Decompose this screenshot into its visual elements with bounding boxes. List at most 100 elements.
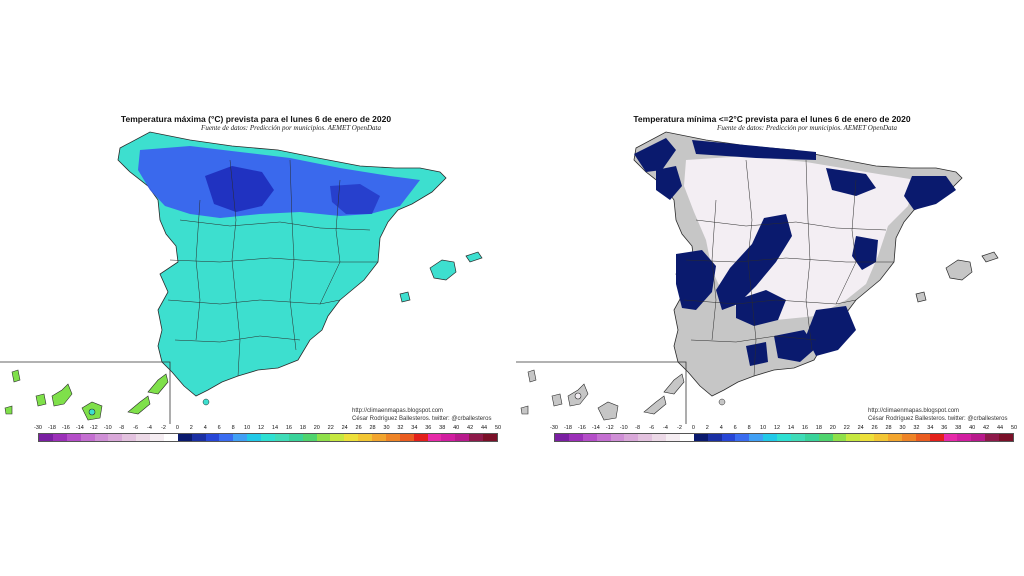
scale-tick-label: 18 — [815, 425, 822, 431]
scale-tick-label: -6 — [133, 425, 139, 431]
scale-swatch — [302, 434, 317, 441]
scale-swatch — [39, 434, 53, 441]
scale-tick-label: -12 — [605, 425, 614, 431]
scale-swatch — [929, 434, 944, 441]
max-map-title: Temperatura máxima (°C) prevista para el… — [120, 114, 392, 124]
canary-islands — [4, 369, 169, 421]
scale-swatch — [790, 434, 805, 441]
max-temp-map — [0, 131, 483, 424]
scale-swatch — [191, 434, 206, 441]
canarias-inset-frame — [516, 361, 687, 424]
scale-tick-label: 10 — [244, 425, 251, 431]
scale-tick-label: 32 — [397, 425, 404, 431]
scale-tick-label: 26 — [871, 425, 878, 431]
scale-tick-label: 36 — [941, 425, 948, 431]
balearic-mallorca — [429, 259, 457, 281]
scale-tick-label: 20 — [829, 425, 836, 431]
scale-tick-label: 26 — [355, 425, 362, 431]
scale-tick-label: -6 — [649, 425, 655, 431]
scale-swatch — [455, 434, 470, 441]
scale-tick-label: -12 — [89, 425, 98, 431]
scale-swatch — [693, 434, 708, 441]
scale-tick-label: 2 — [189, 425, 193, 431]
scale-tick-label: 24 — [857, 425, 864, 431]
scale-swatch — [582, 434, 597, 441]
scale-tick-label: 44 — [996, 425, 1004, 431]
scale-swatch — [568, 434, 583, 441]
scale-swatch — [150, 434, 164, 441]
scale-tick-label: 32 — [913, 425, 920, 431]
scale-swatch — [860, 434, 875, 441]
scale-swatch — [707, 434, 722, 441]
scale-swatch — [915, 434, 930, 441]
scale-swatch — [413, 434, 428, 441]
scale-swatch — [666, 434, 680, 441]
min-credit-author: César Rodríguez Ballesteros. twitter: @c… — [868, 416, 1008, 422]
scale-swatch — [136, 434, 150, 441]
scale-tick-label: 34 — [411, 425, 418, 431]
scale-labels: -30 -18 -16 -14 -12 -10 -8 -6 -4 -2 0 2 4 6 8 10 12 14 16 1… — [550, 425, 1017, 433]
balearic-ibiza — [915, 291, 927, 303]
min-temp-map — [516, 131, 999, 424]
scale-swatch — [901, 434, 916, 441]
scale-tick-label: 12 — [257, 425, 265, 431]
scale-tick-label: 6 — [217, 425, 221, 431]
scale-tick-label: 8 — [747, 425, 751, 431]
min-color-scale: -30 -18 -16 -14 -12 -10 -8 -6 -4 -2 0 2 4 6 8 10 12 14 16 1… — [550, 425, 1017, 442]
scale-tick-label: -4 — [147, 425, 152, 431]
scale-swatch — [94, 434, 109, 441]
coldest-zone — [205, 166, 274, 212]
scale-tick-label: -18 — [47, 425, 56, 431]
scale-tick-label: 0 — [691, 425, 695, 431]
scale-tick-label: 14 — [787, 425, 795, 431]
scale-swatch — [555, 434, 569, 441]
scale-swatch — [66, 434, 81, 441]
scale-swatch — [652, 434, 666, 441]
scale-swatch — [763, 434, 777, 441]
scale-tick-label: -2 — [677, 425, 682, 431]
min-credit-url: http://climaenmapas.blogspot.com — [868, 408, 960, 414]
canarias-inset-frame — [0, 361, 171, 424]
scale-tick-label: 42 — [467, 425, 474, 431]
balearic-menorca — [981, 251, 999, 263]
scale-tick-label: 0 — [175, 425, 179, 431]
scale-tick-label: 4 — [719, 425, 723, 431]
cold-zone-east — [330, 184, 380, 214]
scale-swatch — [735, 434, 750, 441]
scale-tick-label: 16 — [285, 425, 292, 431]
frost-zones — [634, 138, 956, 366]
scale-swatch — [441, 434, 456, 441]
scale-tick-label: -14 — [75, 425, 84, 431]
scale-swatch — [679, 434, 694, 441]
scale-swatch — [832, 434, 847, 441]
scale-swatch — [219, 434, 234, 441]
scale-tick-label: -4 — [663, 425, 668, 431]
scale-tick-label: 4 — [203, 425, 207, 431]
max-map-source: Fuente de datos: Predicción por municipi… — [201, 124, 381, 132]
ceuta — [718, 398, 726, 406]
scale-swatch — [385, 434, 400, 441]
max-temp-panel: Temperatura máxima (°C) prevista para el… — [0, 114, 502, 442]
scale-swatch — [122, 434, 137, 441]
scale-swatch — [596, 434, 611, 441]
scale-swatch — [344, 434, 359, 441]
scale-swatch — [372, 434, 386, 441]
scale-swatch — [358, 434, 372, 441]
scale-swatch — [274, 434, 289, 441]
scale-tick-label: -16 — [577, 425, 586, 431]
scale-swatch — [399, 434, 414, 441]
scale-swatch — [80, 434, 95, 441]
scale-swatch — [261, 434, 275, 441]
scale-swatch — [177, 434, 192, 441]
scale-tick-label: 12 — [773, 425, 781, 431]
cold-zone-north — [138, 146, 420, 218]
scale-tick-label: 50 — [494, 425, 502, 431]
scale-tick-label: -8 — [635, 425, 641, 431]
scale-tick-label: 22 — [327, 425, 334, 431]
scale-swatch — [163, 434, 178, 441]
scale-swatch — [957, 434, 972, 441]
scale-swatch — [638, 434, 653, 441]
balearic-ibiza — [399, 291, 411, 303]
scale-swatch — [818, 434, 833, 441]
scale-swatch — [427, 434, 442, 441]
